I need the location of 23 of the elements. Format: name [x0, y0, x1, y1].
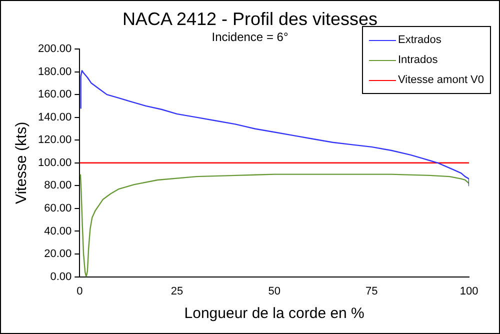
y-tick-label: 200.00 [38, 43, 72, 56]
y-tick-label: 140.00 [38, 111, 72, 124]
y-tick-label: 80.00 [44, 180, 72, 192]
y-tick-label: 60.00 [44, 202, 72, 214]
y-tick-label: 0.00 [50, 270, 72, 283]
x-tick-label: 50 [268, 285, 280, 298]
chart-subtitle: Incidence = 6° [212, 30, 288, 44]
y-axis-title: Vitesse (kts) [13, 122, 30, 204]
y-tick-label: 20.00 [44, 248, 72, 260]
y-tick-label: 100.00 [38, 156, 72, 169]
y-tick-label: 120.00 [38, 134, 72, 146]
chart-title: NACA 2412 - Profil des vitesses [121, 9, 379, 29]
y-tick-label: 180.00 [38, 66, 72, 78]
x-tick-label: 0 [76, 285, 83, 298]
y-tick-label: 160.00 [38, 88, 72, 101]
x-axis-title: Longueur de la corde en % [184, 305, 364, 322]
x-tick-label: 100 [460, 285, 478, 298]
legend-label: Intrados [398, 54, 438, 66]
legend-label: Extrados [398, 34, 442, 46]
x-tick-label: 25 [170, 285, 184, 298]
y-tick-label: 40.00 [44, 225, 72, 238]
legend-label: Vitesse amont V0 [398, 74, 484, 86]
x-tick-label: 75 [366, 285, 378, 298]
